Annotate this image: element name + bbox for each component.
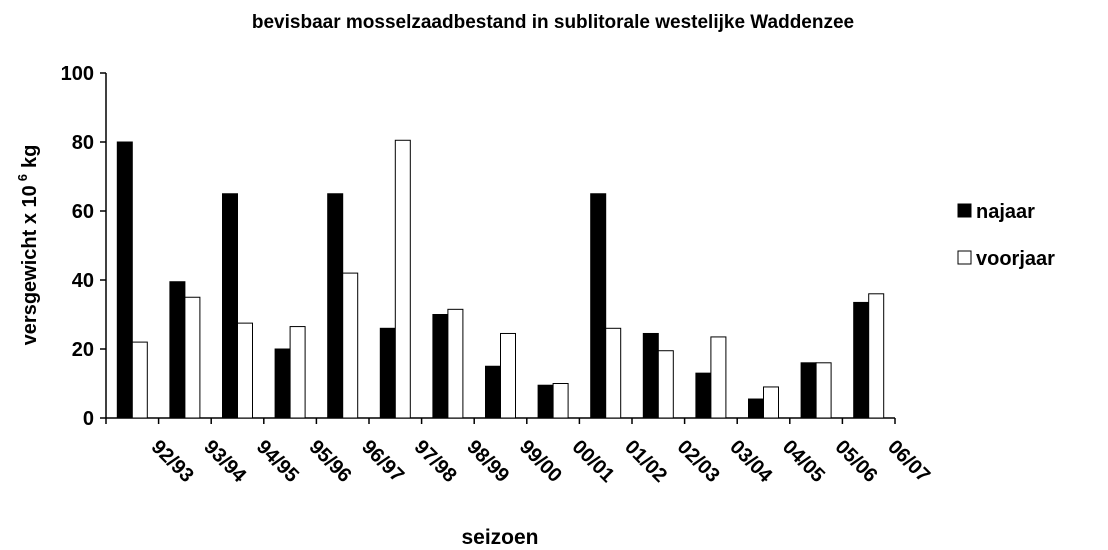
- y-tick-label: 40: [72, 270, 94, 292]
- x-tick-label: 97/98: [410, 436, 461, 487]
- x-axis-label: seizoen: [461, 526, 538, 549]
- bar: [184, 296, 201, 419]
- bar: [590, 193, 607, 419]
- bar: [379, 327, 396, 419]
- bar: [274, 348, 291, 419]
- bar: [552, 383, 569, 419]
- bar: [116, 141, 133, 419]
- x-tick-label: 92/93: [147, 436, 198, 487]
- legend-swatch: [957, 203, 972, 218]
- bar: [394, 139, 411, 419]
- x-tick-label: 02/03: [673, 436, 724, 487]
- legend-label: najaar: [976, 201, 1035, 223]
- bar: [169, 281, 186, 419]
- x-tick-label: 94/95: [252, 436, 303, 487]
- x-tick-label: 00/01: [568, 436, 619, 487]
- y-label-text: versgewicht x 10: [19, 185, 41, 345]
- bar: [800, 362, 817, 419]
- x-tick-label: 96/97: [357, 436, 408, 487]
- x-tick-label: 95/96: [305, 436, 356, 487]
- y-tick-label: 20: [72, 339, 94, 361]
- bar: [710, 336, 727, 419]
- bar: [485, 365, 501, 419]
- bar: [222, 193, 238, 419]
- y-tick-label: 80: [72, 132, 94, 154]
- chart-title: bevisbaar mosselzaadbestand in sublitora…: [252, 12, 854, 33]
- bar: [500, 332, 516, 419]
- bar: [853, 301, 870, 419]
- bar: [642, 332, 659, 419]
- x-tick-label: 98/99: [462, 436, 513, 487]
- bar: [868, 293, 885, 419]
- bar: [447, 308, 464, 419]
- bar: [537, 384, 554, 419]
- bar: [432, 314, 449, 419]
- bar: [289, 326, 306, 419]
- bar: [763, 386, 779, 419]
- bar: [605, 327, 622, 419]
- y-axis-label: versgewicht x 10 6 kg: [15, 145, 41, 346]
- x-tick-label: 93/94: [199, 436, 251, 488]
- bar: [131, 341, 148, 419]
- bar: [695, 372, 712, 419]
- bar: [815, 362, 832, 419]
- x-tick-label: 99/00: [515, 436, 566, 487]
- legend-swatch: [957, 250, 972, 265]
- bar: [342, 272, 359, 419]
- legend-label: voorjaar: [976, 248, 1055, 270]
- x-tick-label: 01/02: [620, 436, 671, 487]
- y-tick-label: 60: [72, 201, 94, 223]
- x-tick-label: 04/05: [778, 436, 829, 487]
- y-label-unit: kg: [19, 145, 41, 168]
- x-tick-label: 03/04: [725, 436, 777, 488]
- x-tick-label: 06/07: [883, 436, 934, 487]
- x-tick-label: 05/06: [831, 436, 882, 487]
- y-tick-label: 100: [61, 63, 94, 85]
- bar: [237, 322, 253, 419]
- bar: [748, 398, 764, 419]
- bar: [657, 350, 674, 419]
- y-tick-label: 0: [83, 408, 94, 430]
- bar: [327, 193, 344, 419]
- y-label-exponent: 6: [15, 174, 30, 181]
